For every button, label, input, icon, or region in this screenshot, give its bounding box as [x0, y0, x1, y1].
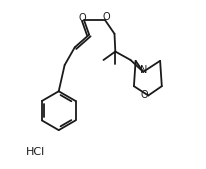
Text: O: O [140, 90, 147, 101]
Text: HCl: HCl [26, 147, 45, 157]
Text: O: O [102, 12, 109, 22]
Text: O: O [78, 13, 85, 23]
Text: N: N [139, 65, 146, 76]
